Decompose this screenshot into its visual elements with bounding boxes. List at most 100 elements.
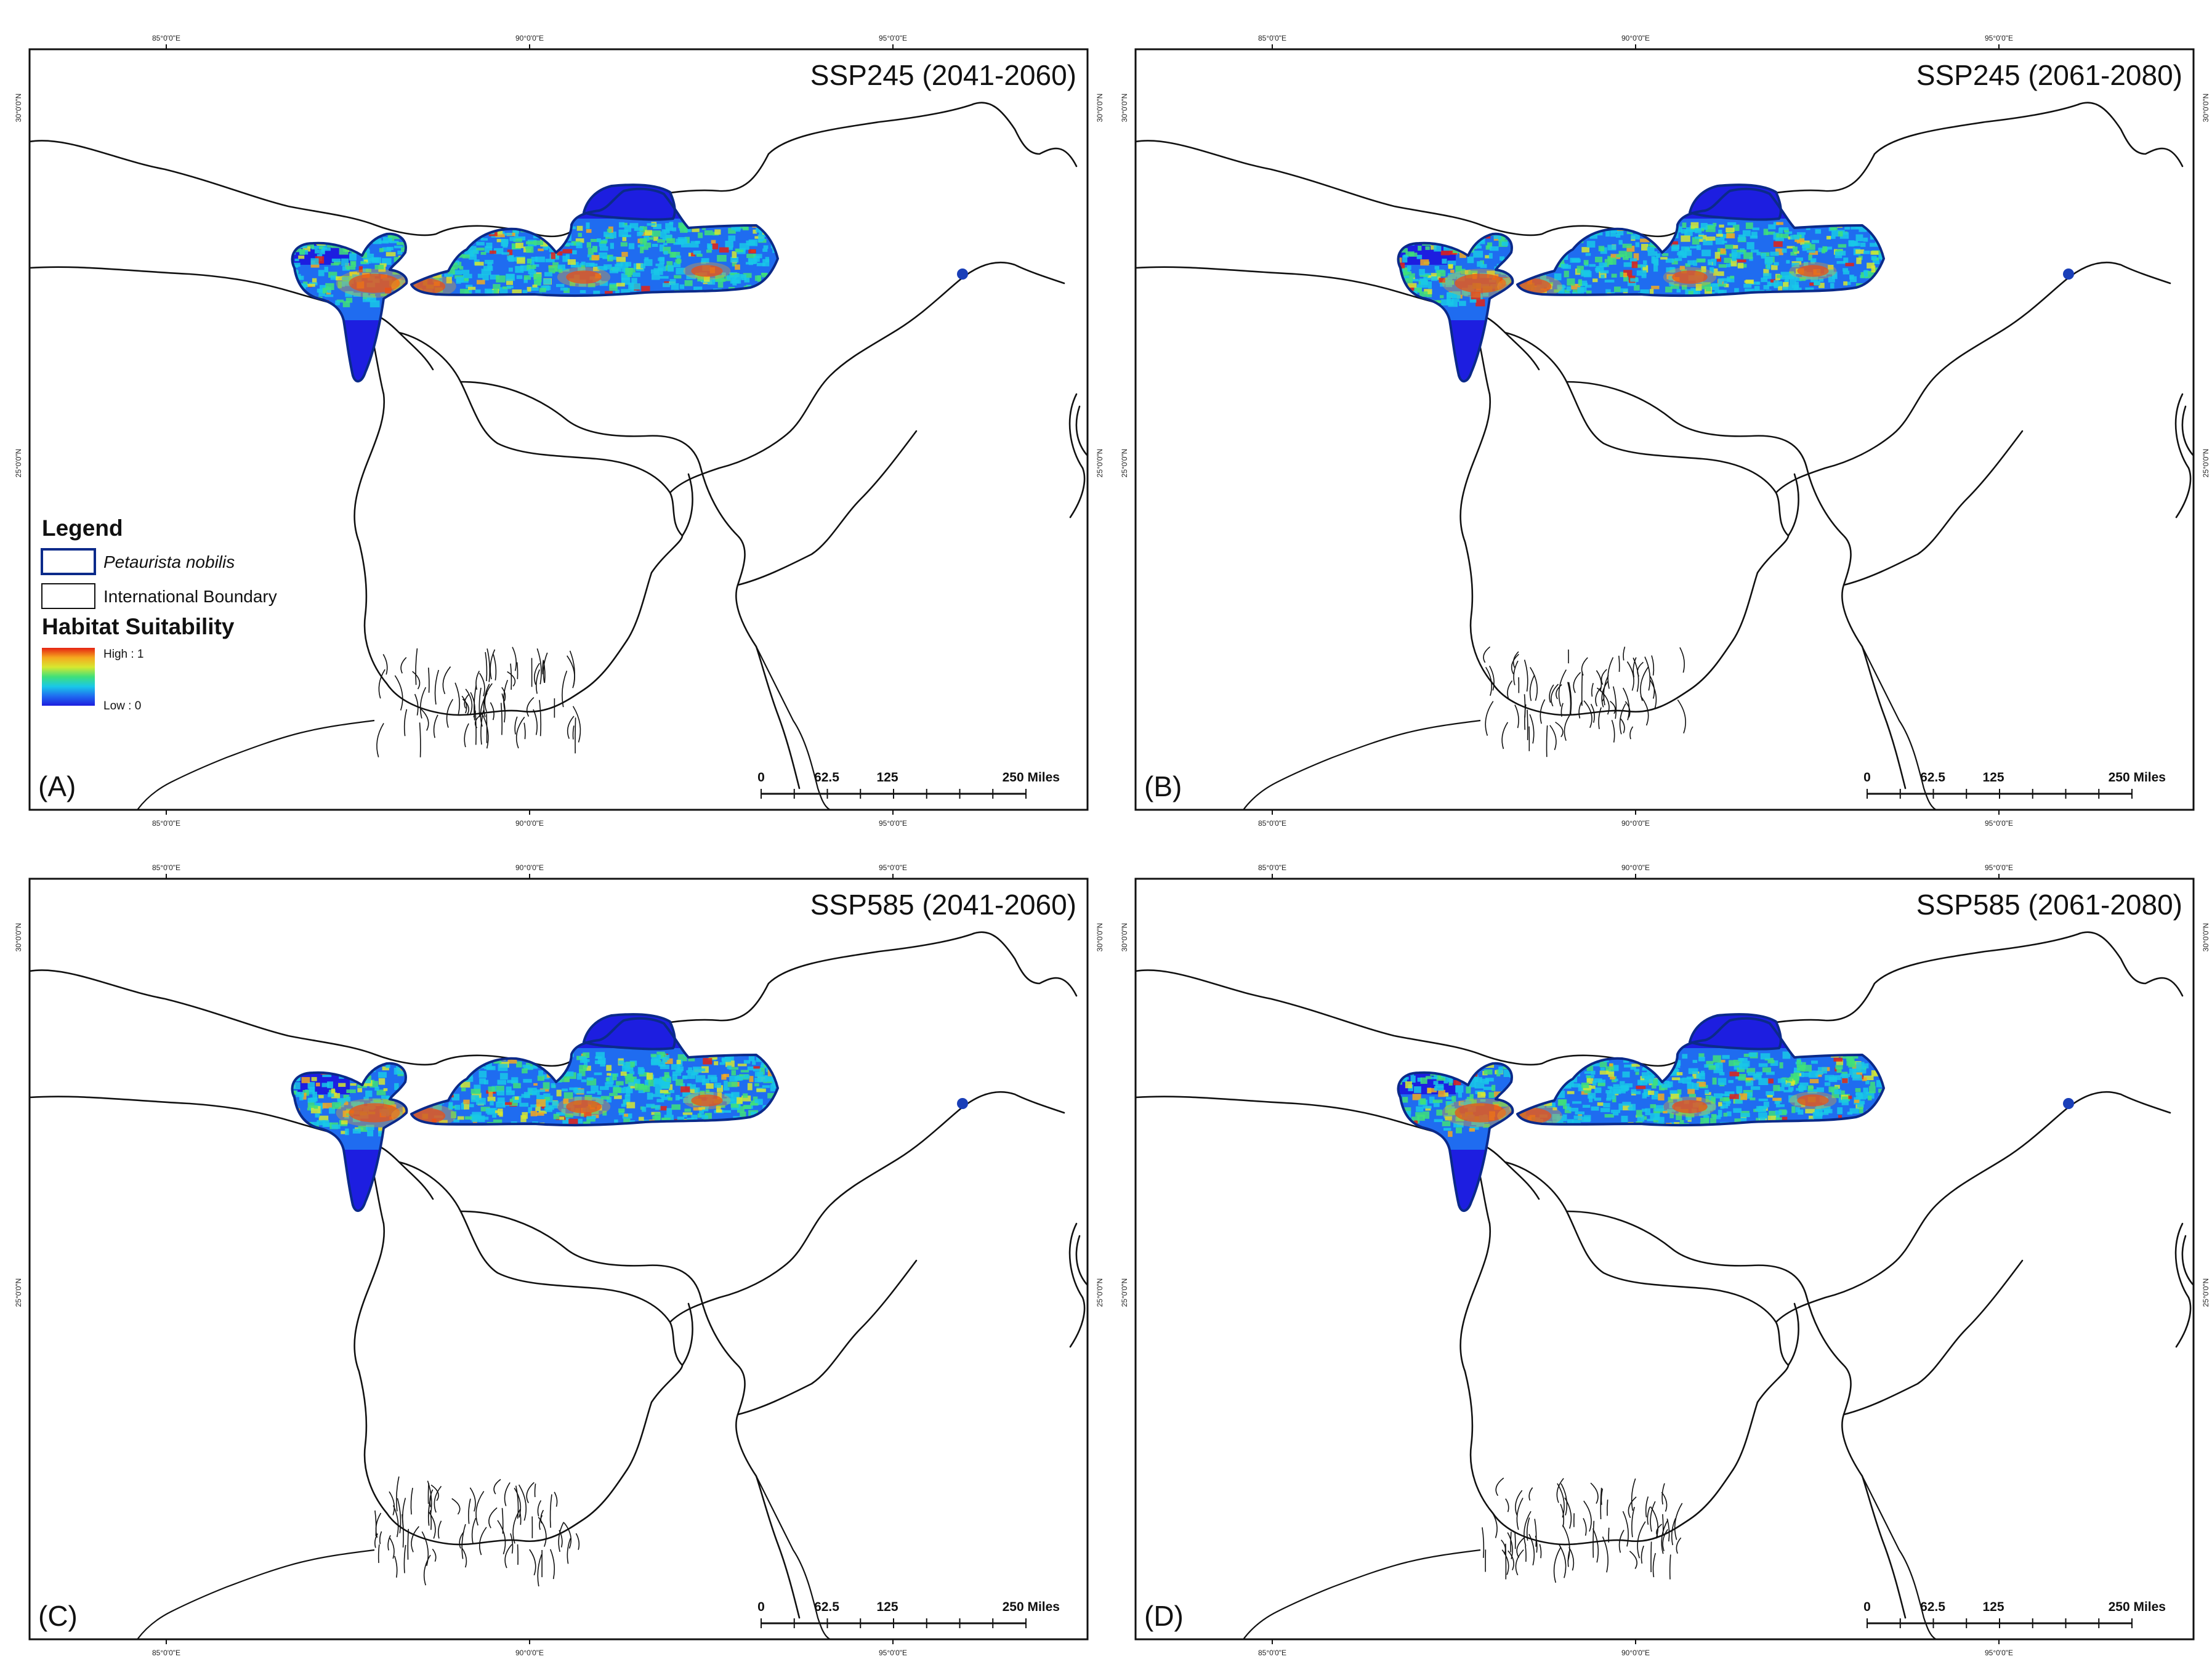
scale-tick-label: 0 [757, 770, 765, 785]
latitude-label-right: 30°0'0"N [1096, 923, 1104, 952]
river-delta [374, 1476, 580, 1587]
map-frame: 85°0'0"E 85°0'0"E 90°0'0"E 90°0'0"E 95°0'0"E… [14, 34, 1104, 828]
scale-tick-label: 250 Miles [1003, 770, 1060, 785]
panel-letter: (A) [38, 770, 76, 802]
range-outline [410, 187, 779, 297]
map-panel-c: 85°0'0"E 85°0'0"E 90°0'0"E 90°0'0"E 95°0'0"E… [0, 830, 1106, 1659]
coastline [1243, 719, 1481, 810]
international-boundary [669, 1091, 1065, 1323]
coastline [1243, 1549, 1481, 1639]
legend-swatch-range [41, 548, 96, 575]
range-outline [1397, 1062, 1514, 1212]
map-border [28, 878, 1089, 1641]
range-outline [291, 1062, 408, 1212]
coastline [756, 646, 831, 810]
map-c-svg: 85°0'0"E 85°0'0"E 90°0'0"E 90°0'0"E 95°0'0"E… [14, 863, 1104, 1657]
longitude-label-top: 90°0'0"E [515, 34, 544, 42]
scale-tick-label: 250 Miles [2109, 1600, 2166, 1614]
longitude-label-bottom: 85°0'0"E [152, 1649, 180, 1657]
longitude-label-bottom: 95°0'0"E [1985, 819, 2013, 828]
scale-bar: 0 62.5 125 250 Miles [757, 770, 1060, 799]
coastline [1862, 1475, 1937, 1639]
longitude-label-top: 95°0'0"E [1985, 863, 2013, 872]
longitude-label-top: 85°0'0"E [1258, 863, 1286, 872]
latitude-label-right: 25°0'0"N [1096, 449, 1104, 478]
range-outline [1397, 232, 1514, 382]
international-boundary [1075, 1235, 1088, 1286]
scale-bar: 0 62.5 125 250 Miles [757, 1600, 1060, 1628]
longitude-label-bottom: 85°0'0"E [152, 819, 180, 828]
map-panel-b: 85°0'0"E 85°0'0"E 90°0'0"E 90°0'0"E 95°0'0"E… [1106, 0, 2212, 830]
legend-label-high: High : 1 [103, 648, 143, 661]
scale-tick-label: 250 Miles [2109, 770, 2166, 785]
international-boundary [1775, 261, 2171, 494]
occurrence-point [2063, 1098, 2074, 1109]
latitude-label-left: 25°0'0"N [14, 449, 23, 478]
international-boundary [1861, 645, 1907, 789]
scale-tick-label: 62.5 [1920, 1600, 1945, 1614]
map-panel-d: 85°0'0"E 85°0'0"E 90°0'0"E 90°0'0"E 95°0'0"E… [1106, 830, 2212, 1659]
latitude-label-left: 25°0'0"N [1120, 449, 1129, 478]
panel-letter: (D) [1144, 1600, 1184, 1632]
coastline [137, 1549, 375, 1639]
river-delta [376, 647, 581, 757]
longitude-label-bottom: 90°0'0"E [1621, 1649, 1650, 1657]
latitude-label-right: 30°0'0"N [2202, 94, 2210, 123]
range-outline [291, 232, 408, 382]
scale-tick-label: 125 [1982, 1600, 2004, 1614]
map-d-svg: 85°0'0"E 85°0'0"E 90°0'0"E 90°0'0"E 95°0'0"E… [1120, 863, 2210, 1657]
scale-tick-label: 125 [876, 1600, 898, 1614]
occurrence-point [2063, 268, 2074, 280]
latitude-label-right: 25°0'0"N [2202, 449, 2210, 478]
longitude-label-top: 85°0'0"E [1258, 34, 1286, 42]
panel-letter: (B) [1144, 770, 1182, 802]
international-boundary [737, 430, 918, 586]
scale-tick-label: 62.5 [814, 770, 839, 785]
scale-tick-label: 62.5 [814, 1600, 839, 1614]
river-delta [1482, 1477, 1683, 1583]
international-boundary [1843, 1259, 2024, 1416]
panel-letter: (C) [38, 1600, 78, 1632]
international-boundary [2181, 1235, 2194, 1286]
international-boundary [1068, 393, 1086, 519]
longitude-label-bottom: 95°0'0"E [1985, 1649, 2013, 1657]
legend-suitability-title: Habitat Suitability [42, 614, 235, 639]
scale-tick-label: 250 Miles [1003, 1600, 1060, 1614]
legend-label-species: Petaurista nobilis [103, 552, 235, 571]
legend-label-boundary: International Boundary [103, 587, 277, 606]
scale-bar: 0 62.5 125 250 Miles [1863, 1600, 2166, 1628]
map-frame: 85°0'0"E 85°0'0"E 90°0'0"E 90°0'0"E 95°0'0"E… [1120, 34, 2210, 828]
international-boundary [2174, 393, 2192, 519]
longitude-label-bottom: 95°0'0"E [879, 1649, 907, 1657]
map-b-svg: 85°0'0"E 85°0'0"E 90°0'0"E 90°0'0"E 95°0'0"E… [1120, 34, 2210, 828]
international-boundary [755, 1475, 801, 1619]
panel-title: SSP585 (2041-2060) [810, 889, 1076, 921]
international-boundary [353, 310, 628, 716]
latitude-label-right: 30°0'0"N [2202, 923, 2210, 952]
river-delta [1483, 646, 1686, 757]
longitude-label-bottom: 90°0'0"E [515, 1649, 544, 1657]
map-a-svg: 85°0'0"E 85°0'0"E 90°0'0"E 90°0'0"E 95°0'0"E… [14, 34, 1104, 828]
international-boundary [1775, 1091, 2171, 1323]
longitude-label-top: 85°0'0"E [152, 863, 180, 872]
international-boundary [1459, 310, 1734, 716]
latitude-label-left: 25°0'0"N [14, 1278, 23, 1307]
map-frame: 85°0'0"E 85°0'0"E 90°0'0"E 90°0'0"E 95°0'0"E… [14, 863, 1104, 1657]
international-boundary [626, 473, 693, 642]
map-frame: 85°0'0"E 85°0'0"E 90°0'0"E 90°0'0"E 95°0'0"E… [1120, 863, 2210, 1657]
range-outline [1516, 1017, 1885, 1127]
international-boundary [2181, 405, 2194, 457]
longitude-label-top: 95°0'0"E [1985, 34, 2013, 42]
legend-swatch-boundary [41, 583, 95, 609]
map-border [28, 48, 1089, 811]
international-boundary [1732, 473, 1799, 642]
legend: Legend Petaurista nobilis International Bo… [41, 515, 277, 712]
latitude-label-left: 30°0'0"N [14, 923, 23, 952]
longitude-label-bottom: 85°0'0"E [1258, 1649, 1286, 1657]
latitude-label-left: 30°0'0"N [14, 94, 23, 123]
longitude-label-bottom: 90°0'0"E [1621, 819, 1650, 828]
map-panel-a: 85°0'0"E 85°0'0"E 90°0'0"E 90°0'0"E 95°0'0"E… [0, 0, 1106, 830]
international-boundary [1068, 1222, 1086, 1348]
international-boundary [1861, 1475, 1907, 1619]
latitude-label-left: 30°0'0"N [1120, 94, 1129, 123]
